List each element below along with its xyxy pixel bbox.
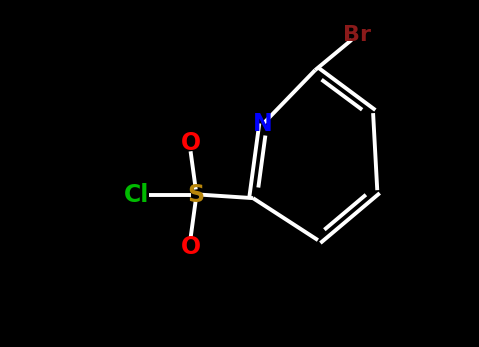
Text: N: N xyxy=(253,112,273,136)
Text: O: O xyxy=(181,130,201,155)
Text: Cl: Cl xyxy=(124,183,149,207)
Text: O: O xyxy=(181,235,201,259)
Text: S: S xyxy=(187,183,205,207)
Text: Br: Br xyxy=(343,25,371,45)
